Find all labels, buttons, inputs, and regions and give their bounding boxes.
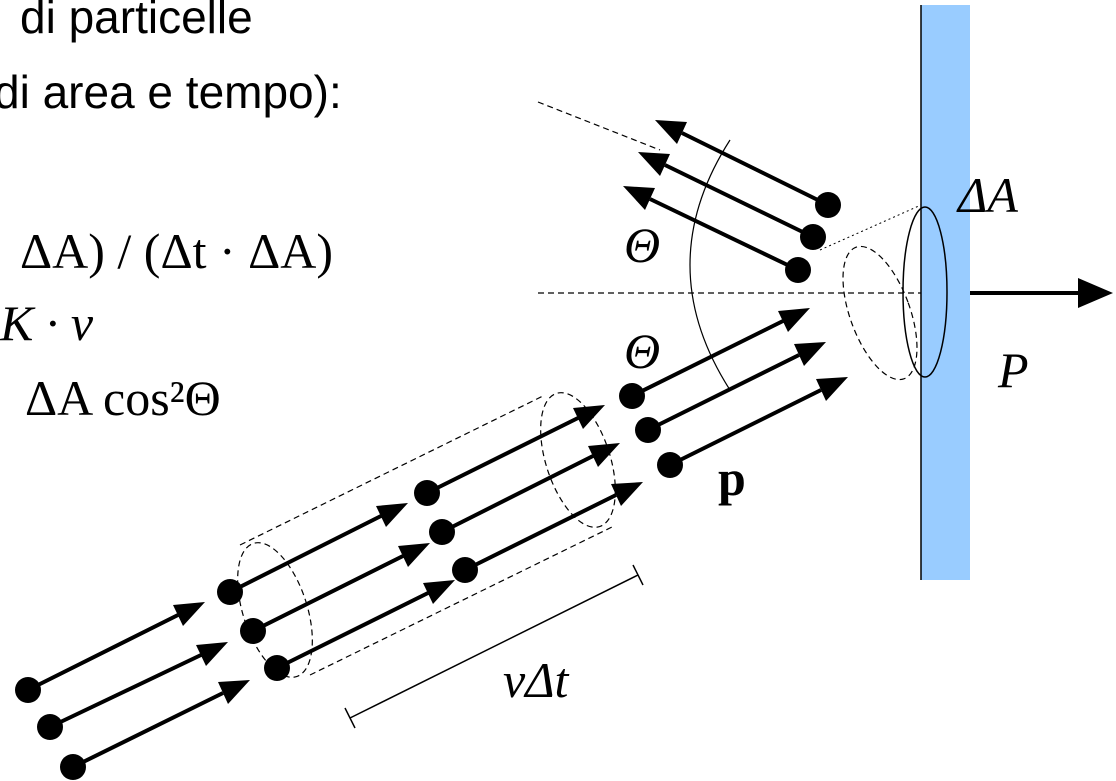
formula: ΔA) / (Δt · ΔA)	[20, 223, 333, 279]
formula: ΔA cos²Θ	[25, 370, 221, 426]
guides	[538, 102, 947, 390]
angle-label: Θ	[624, 323, 660, 379]
wall	[921, 5, 970, 580]
angle-label: Θ	[624, 217, 660, 273]
pressure-label: P	[997, 342, 1029, 398]
text-line: di particelle	[20, 0, 253, 43]
diagram: di particelle di area e tempo): ΔA) / (Δ…	[0, 0, 1116, 781]
momentum-label: p	[718, 450, 746, 506]
page: di particelle di area e tempo): ΔA) / (Δ…	[0, 0, 1116, 781]
formula: K · v	[0, 295, 94, 351]
cylinder	[223, 384, 630, 687]
text-line: di area e tempo):	[0, 66, 342, 118]
area-label: ΔA	[956, 167, 1018, 223]
length-label: vΔt	[503, 652, 570, 708]
measure	[345, 565, 643, 728]
arrow-p	[970, 278, 1113, 308]
